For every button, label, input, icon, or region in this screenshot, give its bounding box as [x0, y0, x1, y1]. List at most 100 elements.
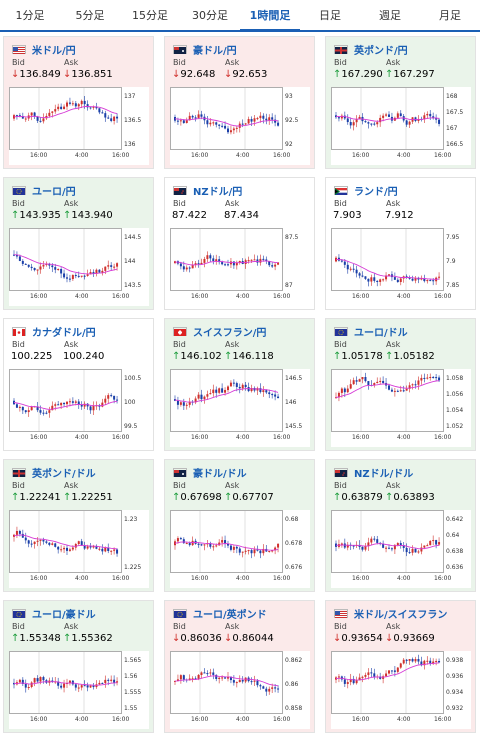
currency-pair-link[interactable]: 英ポンド/円 — [354, 46, 408, 57]
x-tick-label: 4:00 — [397, 293, 411, 300]
currency-pair-link[interactable]: NZドル/円 — [193, 187, 243, 198]
arrow-up-icon: ↑ — [63, 633, 72, 644]
bid-label: Bid — [334, 481, 347, 490]
card-header: NZドル/円 — [173, 183, 242, 198]
price-chart[interactable]: 0.642 0.64 0.638 0.636 16:00 4:00 16:00 — [331, 510, 471, 588]
currency-card[interactable]: 米ドル/スイスフラン Bid Ask ↓0.93654 ↓0.93669 0.938 0.9… — [325, 600, 476, 733]
y-tick-label: 146.5 — [285, 375, 303, 382]
bid-price: 0.86036 — [180, 633, 222, 644]
currency-pair-link[interactable]: ユーロ/円 — [32, 187, 76, 198]
currency-pair-link[interactable]: カナダドル/円 — [32, 328, 96, 339]
currency-card[interactable]: 米ドル/円 Bid Ask ↓136.849 ↓136.851 137 136.5 136 16… — [3, 36, 154, 169]
flag-za-icon — [334, 186, 348, 195]
currency-pair-link[interactable]: ユーロ/ドル — [354, 328, 408, 339]
tab-5[interactable]: 日足 — [319, 9, 341, 22]
bid-label: Bid — [334, 622, 347, 631]
currency-pair-link[interactable]: スイスフラン/円 — [193, 328, 267, 339]
arrow-up-icon: ↑ — [11, 633, 20, 644]
currency-card[interactable]: ユーロ/円 Bid Ask ↑143.935 ↑143.940 144.5 144 143.5… — [3, 177, 154, 310]
bid-label: Bid — [173, 58, 186, 67]
tab-1[interactable]: 5分足 — [75, 9, 105, 22]
tab-7[interactable]: 月足 — [439, 9, 461, 22]
x-tick-label: 16:00 — [273, 575, 291, 582]
ask-value: ↓92.653 — [224, 69, 267, 80]
ask-price: 87.434 — [224, 210, 259, 221]
bid-label: Bid — [173, 481, 186, 490]
currency-card[interactable]: NZドル/円 Bid Ask 87.422 87.434 87.5 87 16:00 4:00 1… — [164, 177, 315, 310]
bid-price: 136.849 — [19, 69, 61, 80]
ask-value: ↑1.55362 — [63, 633, 113, 644]
tab-4[interactable]: 1時間足 — [240, 0, 300, 32]
y-tick-label: 167 — [446, 125, 458, 132]
arrow-down-icon: ↓ — [172, 633, 181, 644]
currency-pair-link[interactable]: 米ドル/円 — [32, 46, 76, 57]
card-header: ユーロ/英ポンド — [173, 606, 267, 621]
currency-pair-link[interactable]: 米ドル/スイスフラン — [354, 610, 448, 621]
arrow-up-icon: ↑ — [224, 351, 233, 362]
ask-price: 136.851 — [71, 69, 113, 80]
price-chart[interactable]: 146.5 146 145.5 16:00 4:00 16:00 — [170, 369, 310, 447]
currency-pair-link[interactable]: ユーロ/豪ドル — [32, 610, 96, 621]
price-chart[interactable]: 93 92.5 92 16:00 4:00 16:00 — [170, 87, 310, 165]
currency-card[interactable]: 豪ドル/ドル Bid Ask ↑0.67698 ↑0.67707 0.68 0.678 0.6… — [164, 459, 315, 592]
price-chart[interactable]: 87.5 87 16:00 4:00 16:00 — [170, 228, 310, 306]
currency-card[interactable]: カナダドル/円 Bid Ask 100.225 100.240 100.5 100 99.5 1… — [3, 318, 154, 451]
arrow-up-icon: ↑ — [63, 492, 72, 503]
currency-card[interactable]: スイスフラン/円 Bid Ask ↑146.102 ↑146.118 146.5 146 14… — [164, 318, 315, 451]
currency-card[interactable]: ユーロ/豪ドル Bid Ask ↑1.55348 ↑1.55362 1.565 1.56 1.… — [3, 600, 154, 733]
ask-value: ↑143.940 — [63, 210, 113, 221]
flag-gb-icon — [12, 468, 26, 477]
currency-card[interactable]: 英ポンド/円 Bid Ask ↑167.290 ↑167.297 168 167.5 167 1… — [325, 36, 476, 169]
x-tick-label: 16:00 — [434, 575, 452, 582]
flag-au-icon — [173, 468, 187, 477]
currency-pair-link[interactable]: ランド/円 — [354, 187, 398, 198]
card-header: ユーロ/ドル — [334, 324, 408, 339]
x-tick-label: 4:00 — [397, 152, 411, 159]
ask-value: 7.912 — [385, 210, 414, 221]
x-tick-label: 16:00 — [352, 716, 370, 723]
ask-value: ↑146.118 — [224, 351, 274, 362]
bid-price: 0.63879 — [341, 492, 383, 503]
arrow-up-icon: ↑ — [63, 210, 72, 221]
bid-label: Bid — [334, 340, 347, 349]
price-chart[interactable]: 1.565 1.56 1.555 1.55 16:00 4:00 16:00 — [9, 651, 149, 729]
card-header: 豪ドル/円 — [173, 42, 237, 57]
price-chart[interactable]: 0.938 0.936 0.934 0.932 16:00 4:00 16:00 — [331, 651, 471, 729]
price-chart[interactable]: 144.5 144 143.5 16:00 4:00 16:00 — [9, 228, 149, 306]
price-chart[interactable]: 0.862 0.86 0.858 16:00 4:00 16:00 — [170, 651, 310, 729]
currency-pair-link[interactable]: 英ポンド/ドル — [32, 469, 96, 480]
currency-pair-link[interactable]: 豪ドル/円 — [193, 46, 237, 57]
currency-card[interactable]: ユーロ/ドル Bid Ask ↑1.05178 ↑1.05182 1.058 1.056 1.… — [325, 318, 476, 451]
bid-label: Bid — [334, 58, 347, 67]
ask-price: 0.86044 — [232, 633, 274, 644]
currency-pair-link[interactable]: 豪ドル/ドル — [193, 469, 247, 480]
arrow-up-icon: ↑ — [385, 492, 394, 503]
price-chart[interactable]: 0.68 0.678 0.676 16:00 4:00 16:00 — [170, 510, 310, 588]
ask-value: ↓0.86044 — [224, 633, 274, 644]
currency-card[interactable]: ランド/円 Bid Ask 7.903 7.912 7.95 7.9 7.85 16:00 4:0… — [325, 177, 476, 310]
currency-card[interactable]: NZドル/ドル Bid Ask ↑0.63879 ↑0.63893 0.642 0.64 0.… — [325, 459, 476, 592]
x-tick-label: 16:00 — [273, 152, 291, 159]
price-chart[interactable]: 137 136.5 136 16:00 4:00 16:00 — [9, 87, 149, 165]
currency-card[interactable]: 豪ドル/円 Bid Ask ↓92.648 ↓92.653 93 92.5 92 16:00 4:… — [164, 36, 315, 169]
price-chart[interactable]: 7.95 7.9 7.85 16:00 4:00 16:00 — [331, 228, 471, 306]
price-chart[interactable]: 168 167.5 167 166.5 16:00 4:00 16:00 — [331, 87, 471, 165]
currency-pair-link[interactable]: ユーロ/英ポンド — [193, 610, 267, 621]
y-tick-label: 1.23 — [124, 516, 138, 523]
x-tick-label: 16:00 — [191, 575, 209, 582]
currency-card[interactable]: ユーロ/英ポンド Bid Ask ↓0.86036 ↓0.86044 0.862 0.86 0… — [164, 600, 315, 733]
tab-2[interactable]: 15分足 — [132, 9, 168, 22]
price-chart[interactable]: 100.5 100 99.5 16:00 4:00 16:00 — [9, 369, 149, 447]
currency-card[interactable]: 英ポンド/ドル Bid Ask ↑1.22241 ↑1.22251 1.23 1.225 16… — [3, 459, 154, 592]
y-tick-label: 0.938 — [446, 657, 464, 664]
currency-pair-link[interactable]: NZドル/ドル — [354, 469, 414, 480]
x-tick-label: 16:00 — [112, 152, 130, 159]
bid-price: 7.903 — [333, 210, 362, 221]
tab-6[interactable]: 週足 — [379, 9, 401, 22]
price-chart[interactable]: 1.058 1.056 1.054 1.052 16:00 4:00 16:00 — [331, 369, 471, 447]
price-chart[interactable]: 1.23 1.225 16:00 4:00 16:00 — [9, 510, 149, 588]
tab-0[interactable]: 1分足 — [15, 9, 45, 22]
x-tick-label: 4:00 — [75, 293, 89, 300]
tab-3[interactable]: 30分足 — [192, 9, 228, 22]
ask-label: Ask — [225, 622, 240, 631]
